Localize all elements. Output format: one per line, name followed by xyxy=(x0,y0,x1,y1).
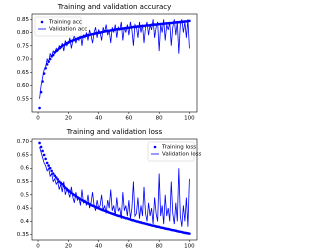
legend-marker xyxy=(153,145,157,149)
legend-label: Validation loss xyxy=(162,152,201,158)
y-tick-label: 0.60 xyxy=(17,83,30,89)
y-tick-label: 0.70 xyxy=(17,57,30,63)
x-tick-label: 100 xyxy=(184,116,195,122)
y-tick-label: 0.4 xyxy=(20,219,29,225)
y-tick-label: 0.55 xyxy=(17,179,30,185)
y-tick-label: 0.45 xyxy=(17,206,30,212)
data-point xyxy=(188,232,191,235)
x-tick-label: 80 xyxy=(156,116,163,122)
plot-frame xyxy=(31,138,198,241)
figure: Training and validation accuracy 0 20 40 60 8… xyxy=(17,3,201,250)
data-point xyxy=(39,145,43,149)
data-point xyxy=(47,164,50,167)
legend-marker xyxy=(40,20,44,24)
data-point xyxy=(53,174,57,177)
data-point xyxy=(48,166,52,170)
x-tick-label: 80 xyxy=(156,244,163,250)
data-point xyxy=(54,176,58,179)
y-tick-label: 0.75 xyxy=(17,43,30,49)
x-tick-label: 60 xyxy=(125,244,132,250)
y-tick-label: 0.6 xyxy=(20,166,29,172)
y-tick-label: 0.35 xyxy=(17,232,30,238)
x-tick-label: 20 xyxy=(65,116,72,122)
y-tick-label: 0.80 xyxy=(17,30,30,36)
data-point xyxy=(38,141,41,145)
x-tick-label: 40 xyxy=(95,244,102,250)
y-tick-label: 0.70 xyxy=(17,139,30,145)
y-tick-label: 0.65 xyxy=(17,152,30,158)
data-point xyxy=(188,19,191,23)
y-tick-label: 0.65 xyxy=(17,70,30,76)
x-tick-label: 60 xyxy=(125,116,132,122)
x-tick-label: 0 xyxy=(36,244,40,250)
y-tick-label: 0.5 xyxy=(20,192,29,198)
x-tick-label: 20 xyxy=(65,244,72,250)
data-line xyxy=(39,19,190,99)
data-point xyxy=(44,157,47,161)
data-point xyxy=(42,153,46,157)
data-line xyxy=(39,146,190,227)
data-point xyxy=(51,172,55,175)
legend-label: Training loss xyxy=(161,145,196,151)
data-point xyxy=(50,169,53,173)
chart-title: Training and validation accuracy xyxy=(57,3,172,11)
legend-box xyxy=(147,141,195,162)
legend-label: Validation acc xyxy=(49,27,87,33)
data-point xyxy=(38,106,41,110)
plot-frame xyxy=(31,13,198,113)
x-tick-label: 40 xyxy=(95,116,102,122)
chart-title: Training and validation loss xyxy=(66,128,163,136)
x-tick-label: 100 xyxy=(184,244,195,250)
data-point xyxy=(45,161,49,165)
legend-box xyxy=(34,16,82,37)
y-tick-label: 0.85 xyxy=(17,17,30,23)
x-tick-label: 0 xyxy=(36,116,40,122)
y-tick-label: 0.55 xyxy=(17,96,30,102)
data-point xyxy=(41,149,44,153)
legend-label: Training acc xyxy=(48,20,82,26)
data-point xyxy=(56,178,60,181)
